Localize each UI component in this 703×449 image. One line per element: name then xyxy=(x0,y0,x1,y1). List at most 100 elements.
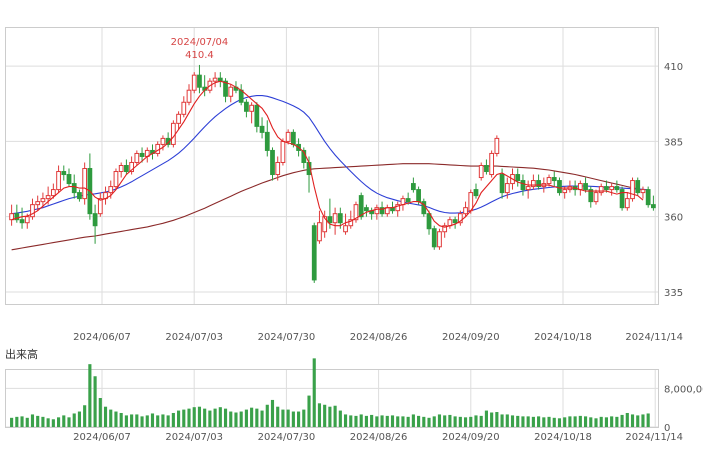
volume-frame xyxy=(5,369,659,428)
price-frame xyxy=(5,27,659,305)
volume-bar xyxy=(192,407,196,427)
candle-body xyxy=(186,89,192,103)
candle-body xyxy=(50,189,56,197)
candle-body xyxy=(181,101,187,115)
volume-bar xyxy=(276,406,280,427)
volume-bar xyxy=(10,417,14,427)
volume-bar xyxy=(302,409,306,427)
volume-bar xyxy=(77,411,82,427)
volume-bar xyxy=(552,417,556,427)
candle-body xyxy=(97,198,103,215)
volume-bar xyxy=(625,412,629,427)
price-y-tick-label: 385 xyxy=(664,137,683,148)
volume-bar xyxy=(323,404,327,427)
volume-bar xyxy=(537,416,541,427)
volume-bar xyxy=(20,416,24,427)
candle-body xyxy=(327,216,333,224)
volume-bar xyxy=(234,412,238,427)
volume-bar xyxy=(114,411,118,427)
candle-body xyxy=(630,180,635,200)
candle-body xyxy=(473,189,479,197)
candle-body xyxy=(14,213,20,221)
volume-bars xyxy=(10,358,650,427)
candle-body xyxy=(358,195,364,218)
volume-bar xyxy=(437,414,442,427)
volume-bar xyxy=(385,415,389,427)
volume-x-tick-label: 2024/06/07 xyxy=(73,432,131,443)
candle-body xyxy=(379,207,385,215)
candle-body xyxy=(24,216,30,224)
volume-bar xyxy=(130,414,134,427)
candle-body xyxy=(285,131,291,142)
candle-body xyxy=(249,104,255,112)
price-x-tick-label: 2024/07/30 xyxy=(258,332,316,343)
candle-body xyxy=(134,152,140,163)
volume-bar xyxy=(307,395,311,427)
candle-body xyxy=(520,180,526,191)
volume-bar xyxy=(370,414,374,427)
volume-bar xyxy=(328,406,332,427)
volume-x-tick-label: 2024/08/26 xyxy=(350,432,408,443)
volume-bar xyxy=(239,411,243,427)
volume-bar xyxy=(364,415,368,427)
candle-body xyxy=(557,180,562,194)
price-y-ticks: 410 385 360 335 xyxy=(664,62,683,299)
volume-bar xyxy=(218,407,222,427)
volume-bar xyxy=(427,417,431,427)
high-value-label: 410.4 xyxy=(185,50,214,61)
candle-body xyxy=(416,189,421,203)
candle-body xyxy=(275,161,281,176)
volume-bar xyxy=(57,417,61,427)
candle-body xyxy=(92,213,98,227)
candle-body xyxy=(484,165,489,173)
candle-body xyxy=(640,189,646,194)
volume-bar xyxy=(354,415,358,427)
volume-bar xyxy=(51,419,55,427)
candle-body xyxy=(124,165,129,173)
volume-bar xyxy=(67,417,71,427)
volume-bar xyxy=(135,414,139,427)
candle-body xyxy=(290,131,296,145)
volume-bar xyxy=(291,411,295,427)
volume-bar xyxy=(630,414,635,427)
price-x-tick-label: 2024/09/20 xyxy=(442,332,500,343)
volume-bar xyxy=(333,405,337,427)
candle-body xyxy=(442,225,448,233)
candle-body xyxy=(624,198,630,209)
volume-bar xyxy=(270,399,275,427)
volume-x-tick-label: 2024/11/14 xyxy=(625,432,683,443)
price-x-tick-label: 2024/10/18 xyxy=(534,332,592,343)
candle-body xyxy=(515,174,521,182)
volume-bar xyxy=(255,408,259,427)
high-annotation: 2024/07/04 410.4 xyxy=(171,37,229,61)
candle-body xyxy=(66,174,72,185)
candle-body xyxy=(40,198,46,203)
volume-bar xyxy=(542,417,546,427)
candle-body xyxy=(228,86,234,97)
candle-body xyxy=(71,183,77,194)
candle-body xyxy=(619,189,625,209)
candle-body xyxy=(45,195,51,200)
candle-body xyxy=(223,80,228,97)
candle-body xyxy=(457,213,463,224)
price-y-tick-label: 360 xyxy=(664,213,683,224)
volume-bar xyxy=(458,416,462,427)
candle-body xyxy=(212,77,218,82)
volume-x-tick-label: 2024/07/03 xyxy=(165,432,223,443)
volume-bar xyxy=(463,417,468,427)
volume-bar xyxy=(583,416,588,427)
ma-short-path xyxy=(11,80,644,228)
ma-long-line xyxy=(11,163,644,251)
volume-bar xyxy=(83,405,87,427)
volume-bar xyxy=(453,416,457,427)
volume-bar xyxy=(636,415,640,427)
volume-bar xyxy=(182,409,186,427)
candle-body xyxy=(129,161,134,173)
price-x-tick-label: 2024/11/14 xyxy=(625,332,683,343)
volume-bar xyxy=(145,415,149,427)
candle-body xyxy=(139,152,145,157)
volume-bar xyxy=(15,416,19,427)
candle-body xyxy=(452,219,458,224)
volume-bar xyxy=(578,415,582,427)
